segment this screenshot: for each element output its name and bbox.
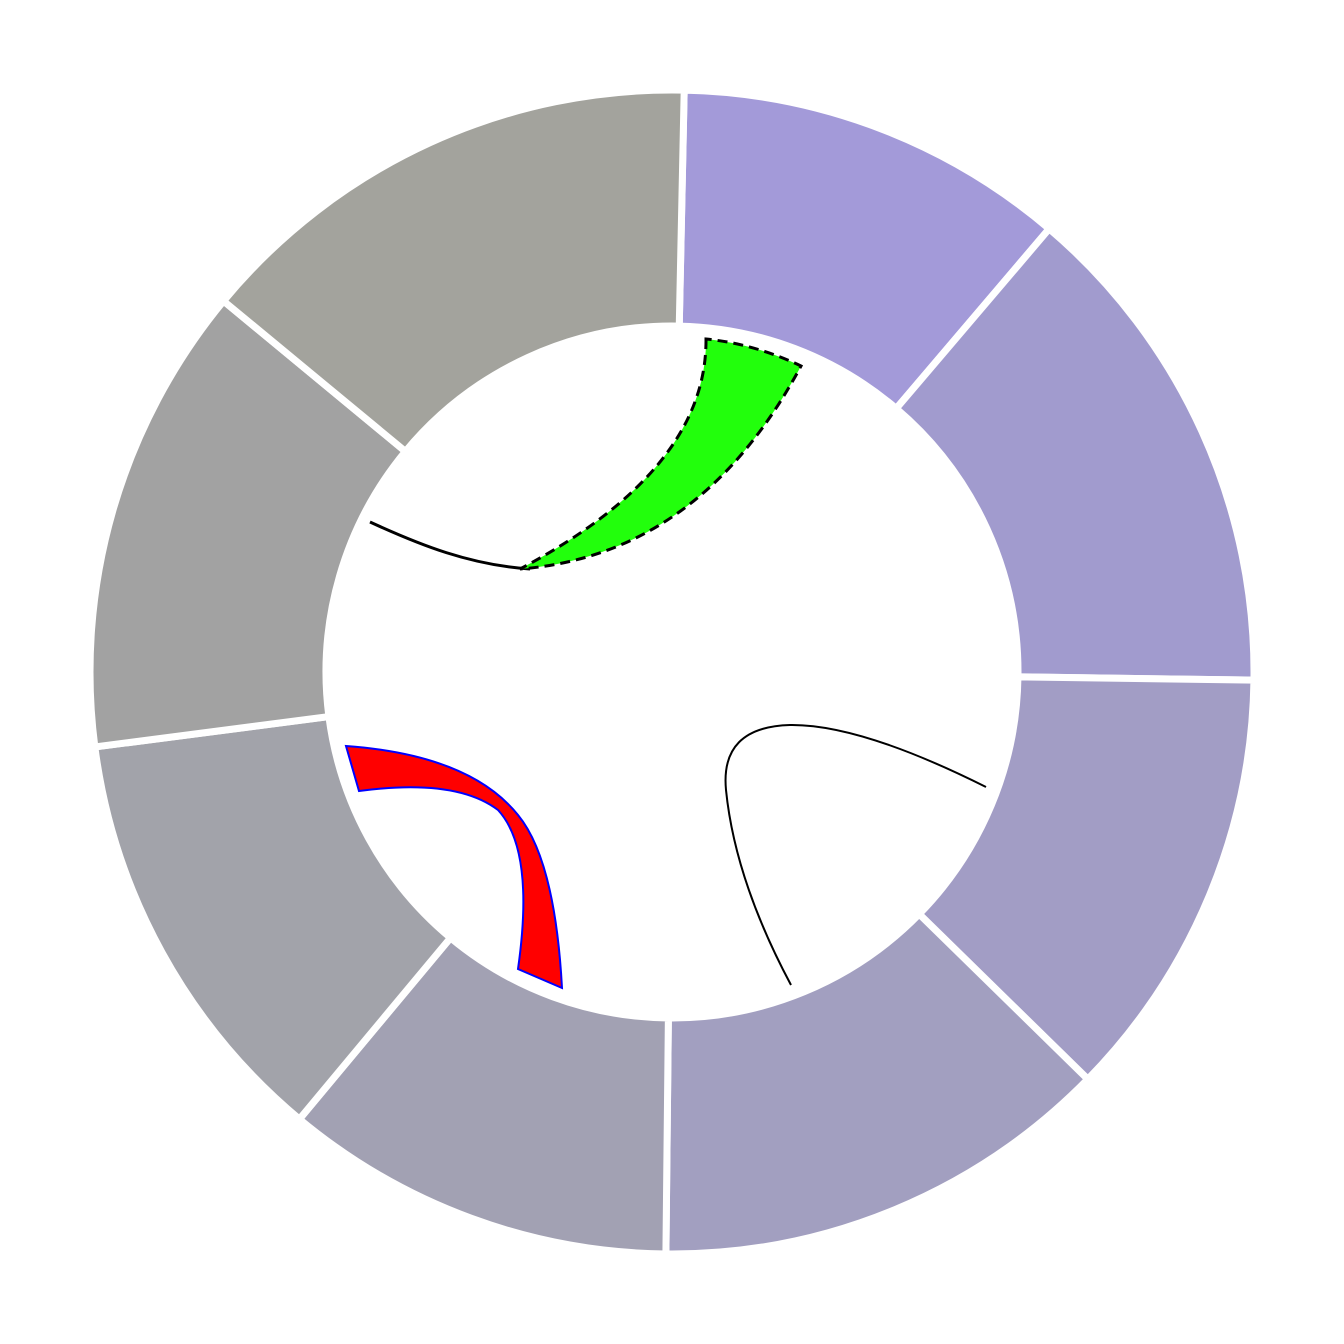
chord-ribbon-red [344,744,564,990]
sector-3 [914,673,1258,1085]
sector-ring [86,86,1258,1258]
sector-8 [218,86,688,457]
sector-4 [662,909,1093,1258]
sector-7 [86,296,411,751]
sector-6 [90,712,456,1125]
chord-line-right [724,723,987,986]
chord-line-top [369,520,531,571]
sector-2 [891,223,1258,684]
chord-ribbon-green [519,337,804,571]
chord-links [344,337,987,990]
